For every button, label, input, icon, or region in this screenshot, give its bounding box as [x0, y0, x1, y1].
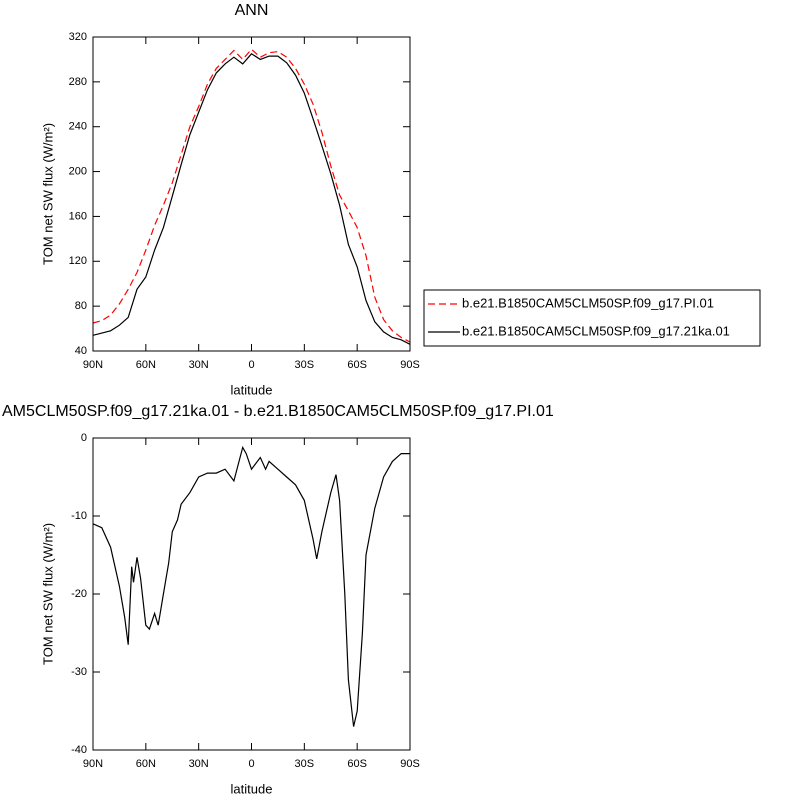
y-tick-label: 160: [69, 210, 87, 222]
y-tick-label: -20: [71, 588, 87, 600]
legend-box: [423, 289, 761, 347]
x-axis-label: latitude: [231, 382, 273, 397]
plot-frame: [92, 36, 411, 352]
y-axis-label: TOM net SW flux (W/m²): [40, 523, 55, 665]
x-tick-label: 0: [248, 758, 254, 770]
data-line: [92, 48, 411, 343]
x-tick-label: 30N: [189, 359, 209, 371]
x-tick-label: 90N: [83, 758, 103, 770]
y-tick-label: 120: [69, 255, 87, 267]
legend-label: b.e21.B1850CAM5CLM50SP.f09_g17.21ka.01: [462, 323, 730, 338]
y-tick-label: 280: [69, 76, 87, 88]
legend-label: b.e21.B1850CAM5CLM50SP.f09_g17.PI.01: [462, 295, 714, 310]
x-tick-label: 90S: [400, 359, 420, 371]
x-tick-label: 60N: [136, 758, 156, 770]
x-tick-label: 30S: [295, 359, 315, 371]
x-tick-label: 90N: [83, 359, 103, 371]
chart-title: AM5CLM50SP.f09_g17.21ka.01 - b.e21.B1850…: [2, 403, 554, 420]
x-tick-label: 30N: [189, 758, 209, 770]
x-tick-label: 60S: [347, 758, 367, 770]
x-tick-label: 60N: [136, 359, 156, 371]
y-tick-label: 40: [75, 345, 87, 357]
y-tick-label: -40: [71, 744, 87, 756]
y-tick-label: 240: [69, 121, 87, 133]
plot-frame: [92, 437, 411, 751]
y-tick-label: -30: [71, 666, 87, 678]
data-line: [92, 53, 411, 345]
y-tick-label: 320: [69, 31, 87, 43]
y-tick-label: -10: [71, 510, 87, 522]
chart-title: ANN: [235, 2, 269, 19]
x-tick-label: 90S: [400, 758, 420, 770]
y-tick-label: 200: [69, 165, 87, 177]
x-tick-label: 60S: [347, 359, 367, 371]
x-tick-label: 30S: [295, 758, 315, 770]
x-axis-label: latitude: [231, 781, 273, 796]
y-axis-label: TOM net SW flux (W/m²): [40, 123, 55, 265]
data-line: [92, 445, 410, 727]
y-tick-label: 0: [81, 432, 87, 444]
y-tick-label: 80: [75, 300, 87, 312]
x-tick-label: 0: [248, 359, 254, 371]
